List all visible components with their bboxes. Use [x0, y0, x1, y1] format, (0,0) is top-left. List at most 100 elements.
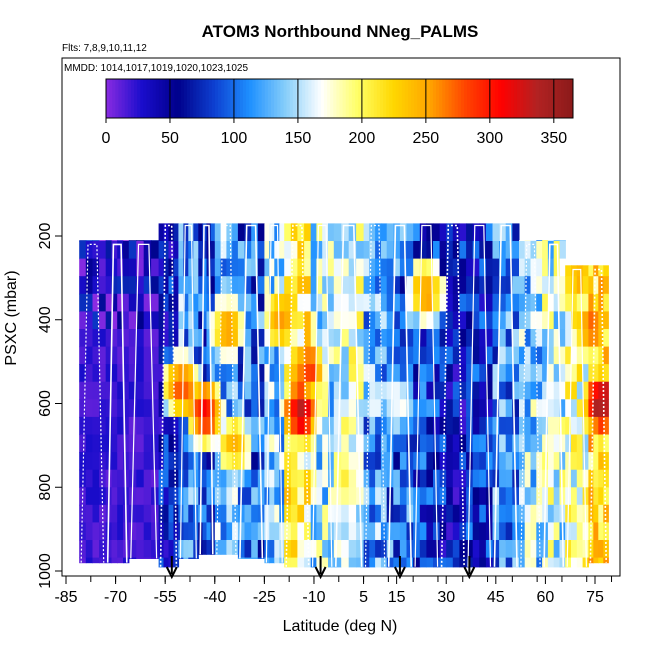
heat-cell: [419, 364, 427, 383]
heat-cell: [85, 276, 93, 295]
heat-cell: [348, 364, 357, 383]
heat-cell: [419, 241, 427, 260]
heat-cell: [341, 452, 350, 471]
heat-cell: [290, 504, 298, 523]
heat-cell: [369, 346, 376, 365]
heat-cell: [183, 346, 189, 365]
heat-cell: [459, 399, 467, 418]
heat-cell: [459, 452, 467, 471]
heat-cell: [452, 504, 460, 523]
heat-cell: [220, 469, 227, 488]
colorbar-swatch: [127, 79, 132, 118]
heat-cell: [419, 557, 427, 568]
heat-cell: [576, 434, 584, 453]
heat-cell: [519, 434, 526, 453]
heat-cell: [168, 381, 175, 400]
heat-cell: [210, 276, 216, 295]
heat-cell: [168, 258, 175, 277]
heat-cell: [472, 241, 480, 260]
heat-cell: [232, 364, 239, 383]
heat-cell: [439, 276, 447, 295]
heat-cell: [603, 434, 609, 453]
heat-cell: [505, 416, 513, 436]
heat-cell: [284, 434, 292, 453]
heat-cell: [452, 399, 460, 418]
heat-cell: [232, 381, 239, 400]
heat-cell: [279, 329, 285, 348]
heat-cell: [143, 540, 152, 559]
heat-cell: [274, 487, 280, 506]
heat-cell: [565, 293, 572, 312]
heat-cell: [380, 452, 388, 471]
flight-profile: [467, 224, 492, 567]
heat-cell: [284, 241, 292, 260]
heat-cell: [163, 452, 170, 471]
heat-cell: [571, 434, 578, 453]
heat-cell: [117, 241, 124, 260]
heat-cell: [380, 311, 388, 330]
heat-cell: [274, 258, 280, 277]
heat-cell: [559, 416, 566, 436]
heat-cell: [380, 258, 388, 277]
heat-cell: [206, 504, 212, 523]
heat-cell: [565, 416, 572, 436]
colorbar-swatch: [342, 79, 347, 118]
heat-cell: [499, 557, 507, 568]
heat-cell: [123, 399, 130, 418]
colorbar-swatch: [442, 79, 446, 118]
heat-cell: [446, 346, 454, 365]
heat-cell: [512, 434, 520, 453]
heat-cell: [472, 364, 480, 383]
colorbar-swatch: [230, 79, 235, 118]
heat-cell: [530, 293, 537, 312]
heat-cell: [472, 487, 480, 506]
heat-cell: [168, 416, 175, 436]
heat-cell: [123, 240, 130, 242]
colorbar-swatch: [379, 79, 384, 118]
heat-cell: [251, 416, 259, 436]
heat-cell: [316, 434, 323, 453]
heat-cell: [79, 329, 87, 348]
heat-cell: [136, 416, 145, 436]
heat-cell: [406, 364, 414, 383]
heat-cell: [524, 258, 532, 277]
heat-cell: [328, 329, 335, 348]
heat-cell: [559, 293, 566, 312]
heat-cell: [232, 311, 239, 330]
heat-cell: [123, 293, 130, 312]
heat-cell: [111, 311, 118, 330]
heat-cell: [136, 241, 145, 260]
heat-cell: [290, 241, 298, 260]
colorbar-swatch: [274, 79, 278, 118]
heat-cell: [111, 293, 118, 312]
heat-cell: [459, 258, 467, 277]
heat-cell: [492, 381, 500, 400]
x-tick-label: -25: [253, 589, 276, 606]
heat-cell: [232, 223, 239, 242]
heat-cell: [193, 399, 199, 418]
heat-cell: [163, 329, 170, 348]
heat-cell: [547, 434, 555, 453]
colorbar-swatch: [236, 79, 241, 118]
heat-cell: [433, 346, 441, 365]
colorbar-swatch: [439, 79, 443, 118]
heat-cell: [547, 364, 555, 383]
heat-cell: [310, 329, 318, 348]
heat-cell: [136, 399, 145, 418]
heat-cell: [380, 557, 388, 568]
colorbar-swatch: [389, 79, 393, 118]
heat-cell: [582, 452, 589, 471]
heat-cell: [375, 452, 382, 471]
heat-cell: [214, 223, 222, 242]
heat-cell: [582, 381, 589, 400]
heat-cell: [244, 293, 252, 312]
heat-cell: [593, 293, 599, 312]
heat-cell: [406, 311, 414, 330]
heat-cell: [571, 364, 578, 383]
heat-cell: [485, 416, 494, 436]
heat-cell: [92, 241, 100, 260]
heat-cell: [79, 416, 87, 436]
heat-cell: [322, 487, 329, 506]
heat-cell: [202, 364, 208, 383]
heat-cell: [524, 241, 532, 260]
